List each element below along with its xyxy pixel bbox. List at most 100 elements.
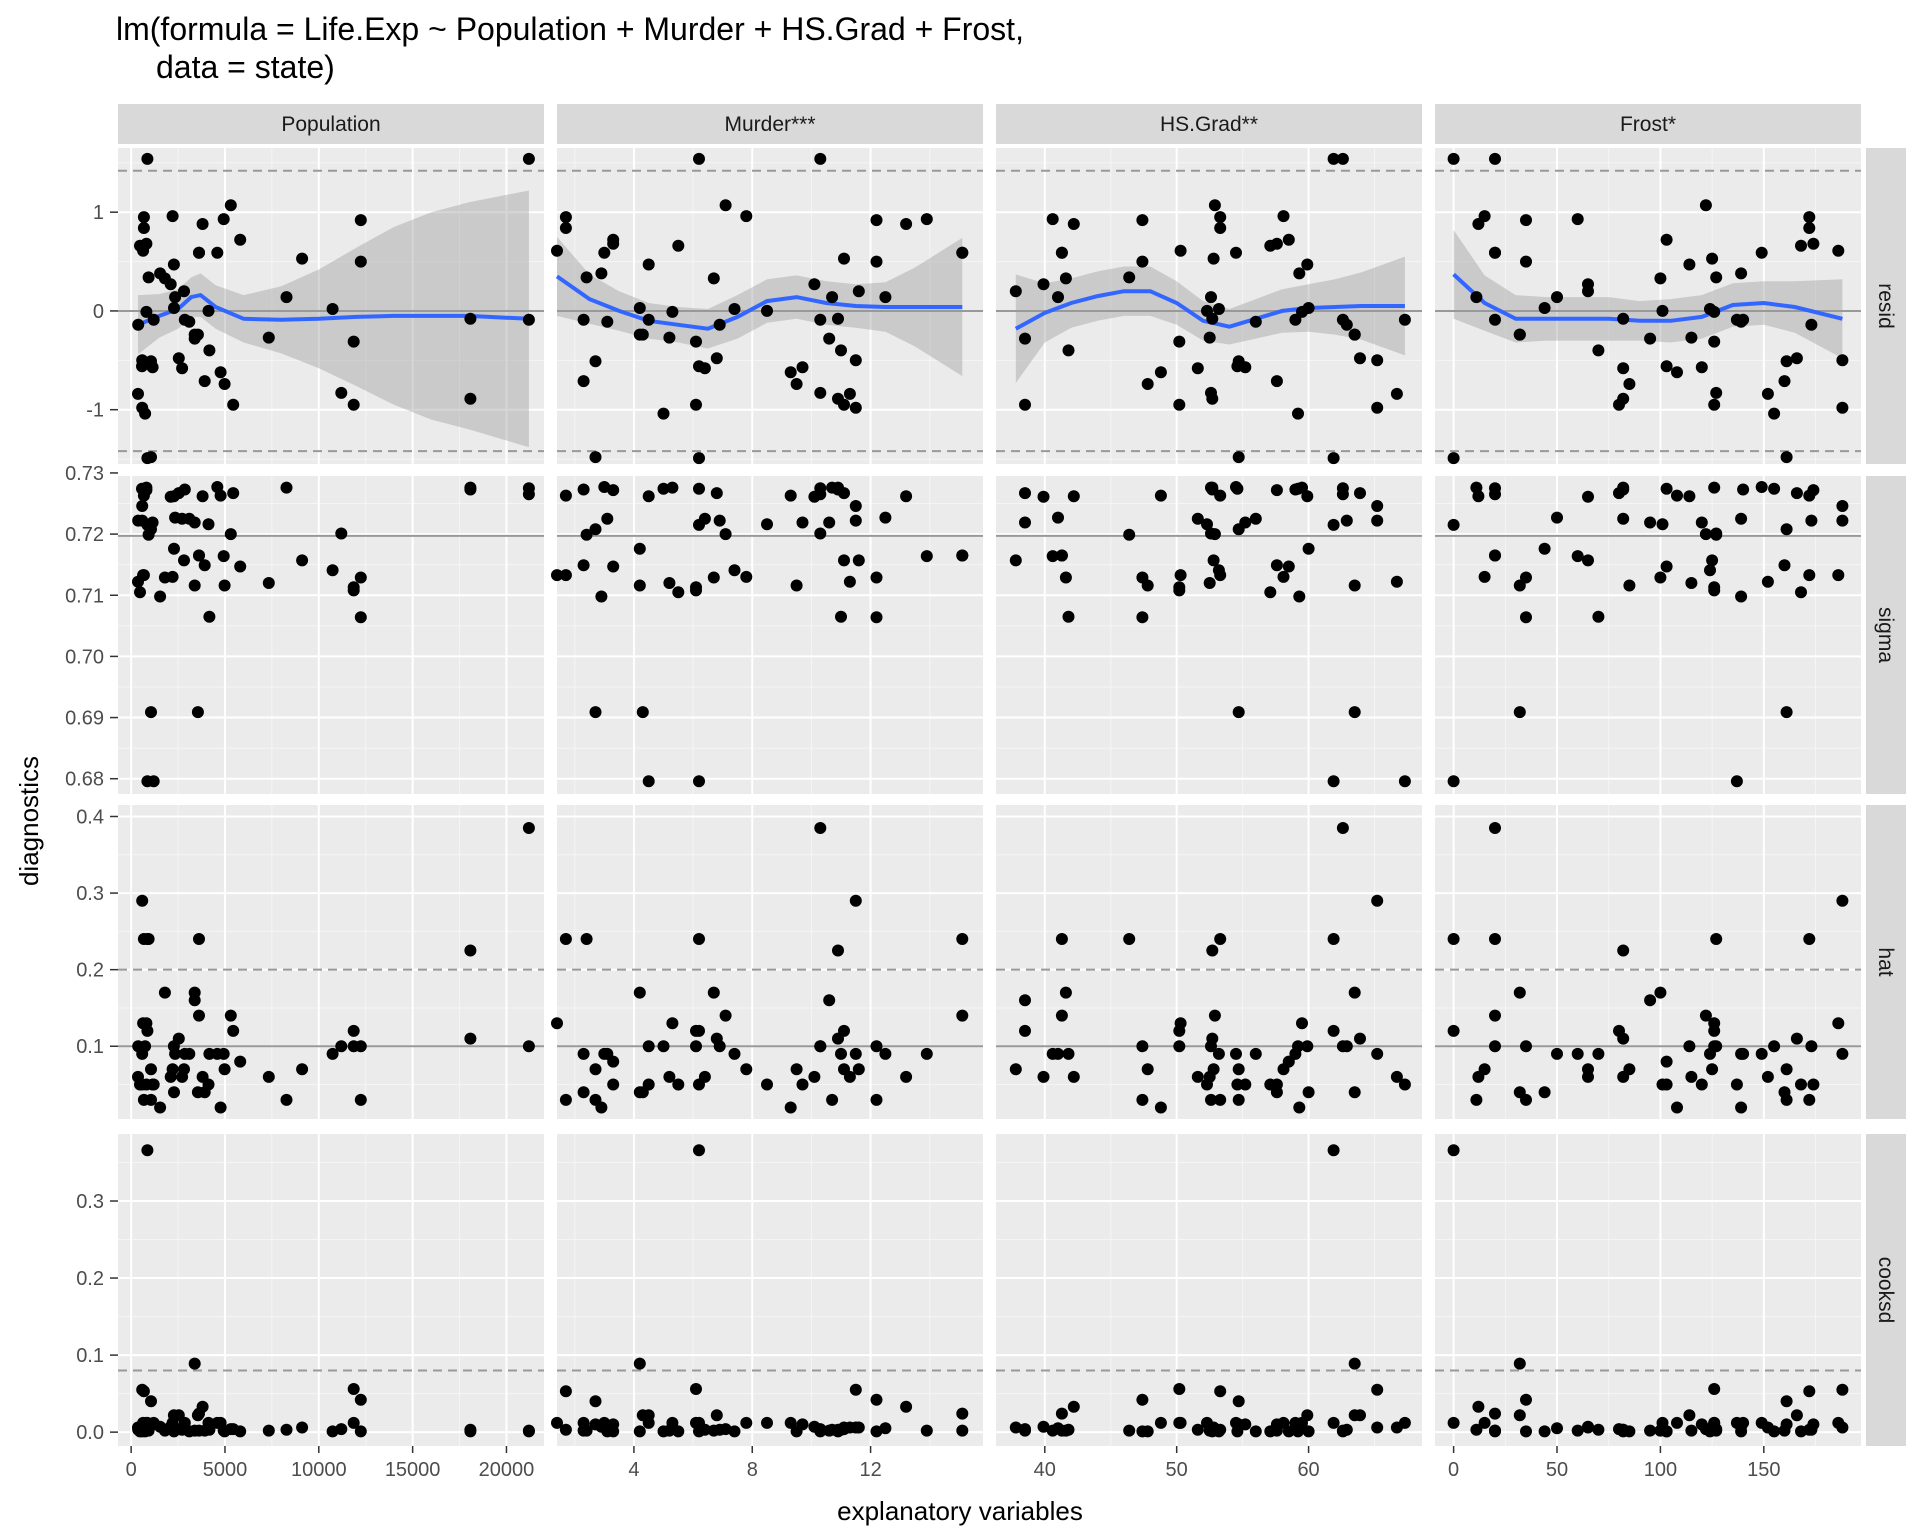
y-axis-title: diagnostics xyxy=(14,756,44,886)
data-point xyxy=(134,586,146,599)
data-point-extreme xyxy=(1348,579,1361,592)
data-point-extreme xyxy=(347,1024,360,1037)
data-point xyxy=(1206,1032,1219,1045)
data-point-extreme xyxy=(1520,571,1532,584)
data-point xyxy=(137,489,150,502)
data-point xyxy=(354,255,367,268)
data-point xyxy=(835,344,847,357)
data-point xyxy=(1551,1047,1563,1060)
data-point xyxy=(234,1055,247,1068)
data-point xyxy=(1790,487,1803,500)
data-point xyxy=(211,1047,224,1060)
data-point-extreme xyxy=(690,1383,702,1395)
data-point xyxy=(1617,362,1630,375)
x-tick-label-0-4: 20000 xyxy=(479,1459,535,1481)
panel-cooksd-1 xyxy=(551,1134,983,1446)
data-point xyxy=(1708,1040,1721,1053)
data-point xyxy=(1249,1047,1262,1060)
panel-hat-0 xyxy=(118,805,544,1119)
panel-resid-2 xyxy=(996,148,1422,465)
x-tick-label-3-3: 150 xyxy=(1747,1459,1780,1481)
data-point xyxy=(1571,1424,1584,1437)
data-point xyxy=(1046,213,1059,226)
data-point-extreme xyxy=(849,1383,862,1396)
data-point xyxy=(1239,361,1252,374)
data-point xyxy=(1336,152,1349,165)
data-point-extreme xyxy=(690,1024,702,1037)
data-point xyxy=(580,271,593,284)
data-point xyxy=(580,528,593,541)
row-strip-2 xyxy=(1866,805,1906,1119)
data-point-extreme xyxy=(141,1144,154,1157)
data-point xyxy=(838,1063,850,1076)
data-point xyxy=(1327,1416,1340,1429)
row-strip-0 xyxy=(1866,148,1906,464)
data-point xyxy=(823,994,836,1007)
x-tick-label-1-1: 8 xyxy=(747,1459,758,1481)
data-point xyxy=(224,199,237,212)
data-point xyxy=(227,398,240,411)
y-tick-label-resid-1: 0 xyxy=(93,301,104,323)
data-point xyxy=(1136,1093,1149,1106)
data-point xyxy=(1301,1040,1314,1053)
data-point xyxy=(1520,611,1532,624)
data-point xyxy=(1398,1416,1411,1429)
data-point-extreme xyxy=(1780,1395,1793,1408)
data-point xyxy=(1067,218,1080,230)
data-point-extreme xyxy=(188,579,201,592)
data-point xyxy=(296,1421,309,1434)
data-point-extreme xyxy=(559,933,572,945)
data-point xyxy=(900,1400,913,1413)
data-point xyxy=(188,1424,201,1437)
data-point-extreme xyxy=(832,1425,844,1438)
data-point xyxy=(1803,489,1816,502)
x-tick-label-3-2: 100 xyxy=(1644,1459,1677,1481)
data-point-extreme xyxy=(1708,1024,1721,1037)
data-point xyxy=(598,1047,611,1060)
data-point xyxy=(1354,1032,1366,1045)
data-point xyxy=(1613,398,1625,411)
data-point xyxy=(1735,590,1748,603)
data-point xyxy=(1249,315,1262,328)
data-point xyxy=(900,1070,913,1083)
data-point xyxy=(178,285,190,298)
data-point-extreme xyxy=(136,354,149,367)
data-point xyxy=(1289,313,1302,326)
data-point xyxy=(1708,481,1721,494)
data-point xyxy=(956,933,969,945)
data-point xyxy=(1447,518,1460,531)
row-strip-label-0: resid xyxy=(1874,283,1897,329)
data-point xyxy=(211,481,224,493)
y-tick-label-cooksd-0: 0.0 xyxy=(76,1422,104,1444)
data-point xyxy=(132,387,144,400)
data-point xyxy=(1173,1040,1186,1053)
panel-cooksd-3 xyxy=(1435,1134,1861,1446)
data-point xyxy=(198,375,211,388)
data-point xyxy=(1302,1425,1315,1438)
data-point-extreme xyxy=(1055,1009,1068,1022)
data-point xyxy=(1062,1047,1075,1060)
data-point xyxy=(784,1101,797,1114)
data-point xyxy=(1371,401,1384,414)
data-point xyxy=(1582,1063,1594,1076)
data-point xyxy=(1174,244,1187,257)
data-point-extreme xyxy=(354,214,367,227)
data-point xyxy=(1214,489,1227,502)
data-point xyxy=(1230,246,1242,259)
data-point-extreme xyxy=(141,152,154,165)
data-point xyxy=(870,255,883,268)
data-point xyxy=(636,1086,649,1099)
data-point xyxy=(1212,303,1225,315)
x-tick-label-0-2: 10000 xyxy=(291,1459,347,1481)
data-point-extreme xyxy=(1836,514,1849,527)
data-point xyxy=(1582,490,1594,503)
data-point xyxy=(1654,272,1667,285)
panel-background xyxy=(996,1134,1422,1446)
data-point xyxy=(1730,313,1743,326)
data-point xyxy=(168,1425,180,1438)
data-point xyxy=(217,213,230,226)
data-point xyxy=(1538,1086,1551,1099)
data-point xyxy=(835,1047,847,1060)
data-point xyxy=(347,1416,360,1429)
data-point xyxy=(672,586,685,599)
